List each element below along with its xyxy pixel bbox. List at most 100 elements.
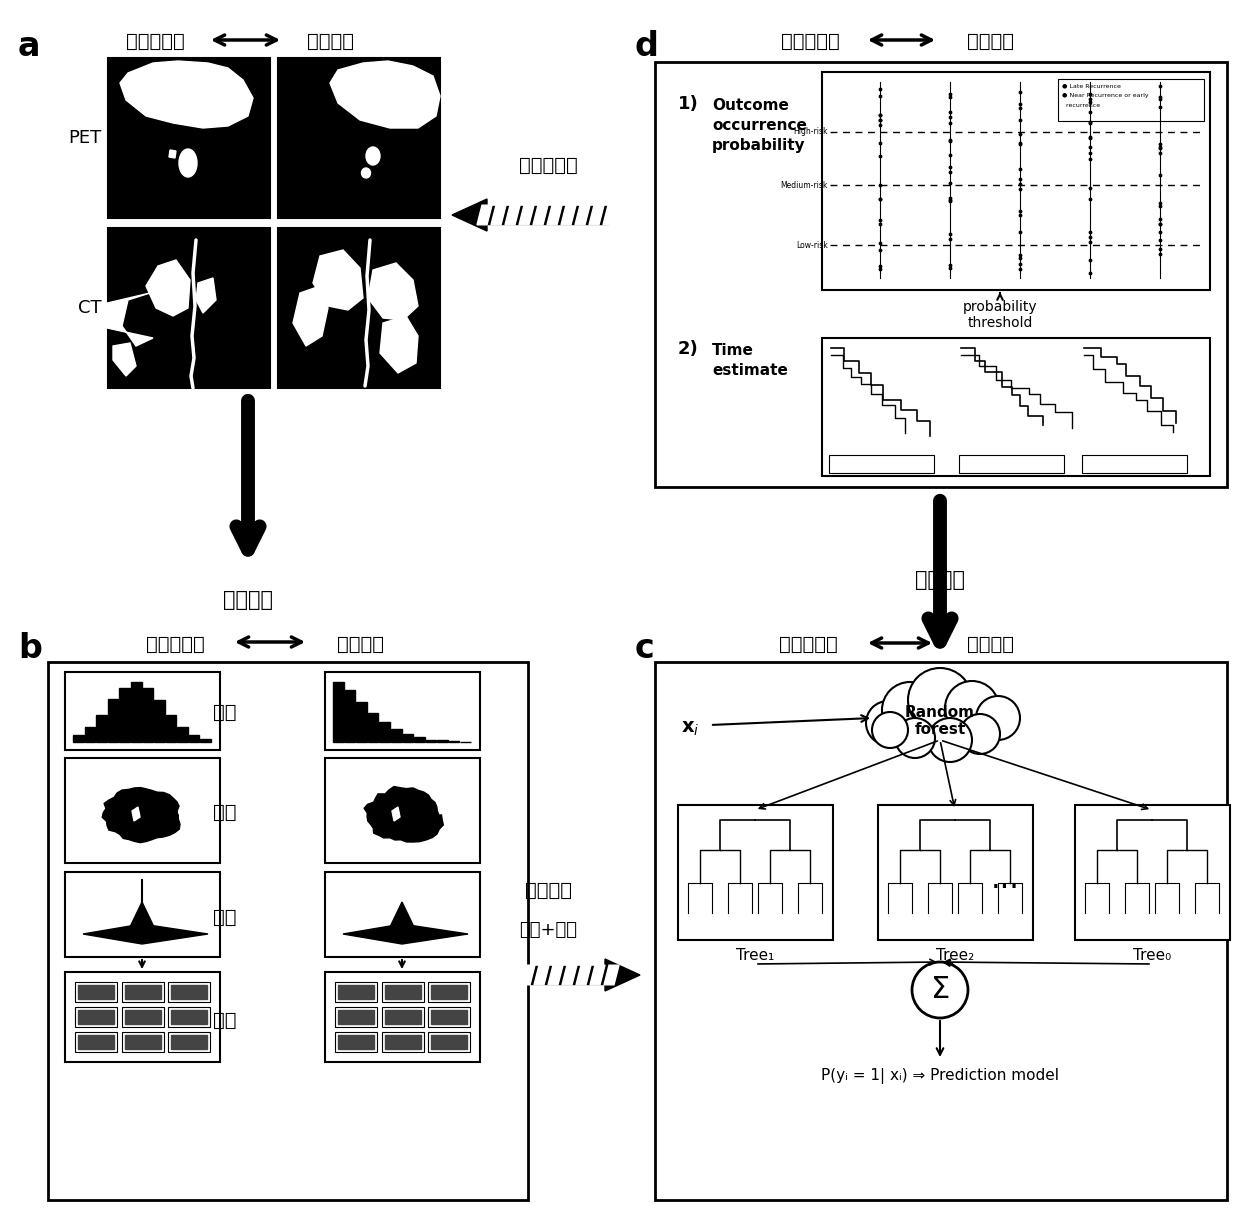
Polygon shape [84,727,95,742]
Polygon shape [491,205,506,225]
Polygon shape [391,728,402,742]
Polygon shape [52,294,153,346]
Text: probability
threshold: probability threshold [962,300,1038,330]
FancyBboxPatch shape [108,228,270,389]
Text: 未局部复发: 未局部复发 [779,635,837,654]
Circle shape [960,714,999,754]
Polygon shape [589,205,604,225]
Polygon shape [171,1010,207,1024]
FancyBboxPatch shape [382,982,424,1002]
Polygon shape [131,808,140,821]
Circle shape [911,962,968,1018]
Polygon shape [533,205,548,225]
FancyBboxPatch shape [122,1032,164,1052]
Polygon shape [368,713,378,742]
FancyBboxPatch shape [48,663,528,1200]
Polygon shape [605,959,640,991]
Polygon shape [604,965,619,985]
Text: Tree₂: Tree₂ [936,948,975,963]
Text: 特征提取: 特征提取 [223,590,273,610]
Polygon shape [562,965,577,985]
Polygon shape [505,205,520,225]
Polygon shape [520,965,534,985]
FancyBboxPatch shape [325,672,480,750]
Polygon shape [577,965,591,985]
Polygon shape [547,205,562,225]
Polygon shape [131,682,141,742]
Polygon shape [343,924,467,944]
FancyBboxPatch shape [822,72,1210,290]
Polygon shape [534,965,549,985]
Polygon shape [120,61,253,128]
Polygon shape [124,1034,160,1049]
FancyBboxPatch shape [167,1007,210,1027]
Text: CT: CT [78,298,102,317]
Text: 预测新患者: 预测新患者 [518,156,578,175]
Polygon shape [384,1010,420,1024]
Text: 未局部复发: 未局部复发 [125,32,185,51]
Polygon shape [143,688,153,742]
Text: ● Near Recurrence or early: ● Near Recurrence or early [1061,93,1148,97]
FancyBboxPatch shape [959,456,1064,473]
Text: 形状: 形状 [213,803,237,821]
FancyBboxPatch shape [325,872,480,957]
Polygon shape [529,966,605,984]
Polygon shape [124,1010,160,1024]
Polygon shape [119,688,130,742]
Text: c: c [635,632,655,665]
Text: 风险评估: 风险评估 [915,570,965,590]
FancyBboxPatch shape [382,1032,424,1052]
Polygon shape [365,787,444,842]
Polygon shape [548,965,563,985]
FancyBboxPatch shape [678,805,833,940]
Polygon shape [113,343,136,376]
Polygon shape [368,263,418,320]
FancyBboxPatch shape [822,339,1210,476]
Text: ...: ... [991,866,1019,894]
Polygon shape [154,700,165,742]
Polygon shape [575,205,590,225]
Polygon shape [432,985,467,999]
Polygon shape [177,727,187,742]
Text: d: d [635,30,658,63]
Polygon shape [414,737,424,742]
Ellipse shape [362,168,371,178]
Text: High-risk: High-risk [794,128,828,136]
Text: 机器学习: 机器学习 [525,881,572,900]
Text: 1): 1) [678,95,699,113]
Polygon shape [384,985,420,999]
Circle shape [872,713,908,748]
Text: 局部复发: 局部复发 [966,635,1013,654]
FancyBboxPatch shape [830,456,934,473]
Polygon shape [379,722,389,742]
Text: recurrence: recurrence [1061,104,1100,108]
Polygon shape [590,965,605,985]
FancyBboxPatch shape [325,972,480,1062]
FancyBboxPatch shape [74,982,117,1002]
Polygon shape [130,903,154,927]
Text: 未局部复发: 未局部复发 [145,635,205,654]
Text: $\mathbf{x}_i$: $\mathbf{x}_i$ [681,719,699,738]
Polygon shape [78,1034,114,1049]
Polygon shape [146,259,190,315]
FancyBboxPatch shape [64,972,219,1062]
Polygon shape [169,150,176,158]
Polygon shape [432,1034,467,1049]
Text: 强度: 强度 [213,703,237,721]
Polygon shape [102,788,180,843]
FancyBboxPatch shape [278,58,440,218]
Circle shape [928,717,972,762]
Polygon shape [345,691,355,742]
Polygon shape [339,1034,374,1049]
Polygon shape [293,286,329,346]
Text: Medium-risk: Medium-risk [781,180,828,190]
FancyBboxPatch shape [335,1032,377,1052]
Text: b: b [19,632,42,665]
Text: Random
forest: Random forest [905,705,975,737]
Polygon shape [477,205,492,225]
Ellipse shape [179,149,197,177]
Polygon shape [78,985,114,999]
Polygon shape [391,903,414,927]
Polygon shape [73,736,83,742]
Text: 局部复发: 局部复发 [966,32,1013,51]
